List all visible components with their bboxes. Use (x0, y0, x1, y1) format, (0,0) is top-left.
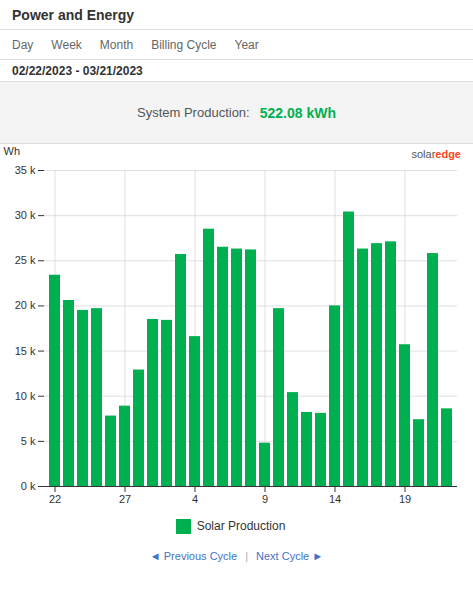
svg-text:22: 22 (49, 493, 61, 505)
html-text:Billing Cycle: Billing Cycle (151, 37, 217, 52)
svg-text:19: 19 (399, 493, 411, 505)
svg-text:0 k: 0 k (21, 480, 36, 492)
svg-text:35 k: 35 k (15, 164, 36, 176)
svg-text:30 k: 30 k (15, 209, 36, 221)
svg-text:Wh: Wh (4, 145, 21, 157)
svg-text:9: 9 (262, 493, 268, 505)
svg-text:14: 14 (329, 493, 341, 505)
html-text:◄ Previous Cycle: ◄ Previous Cycle (149, 550, 238, 562)
svg-text:4: 4 (192, 493, 198, 505)
html-text:System Production:: System Production: (137, 105, 250, 120)
html-text:solar edge: solar edge (411, 148, 461, 160)
svg-text:27: 27 (119, 493, 131, 505)
html-text:Power and Energy: Power and Energy (12, 6, 135, 23)
html-text:02/22/2023 - 03/21/2023: 02/22/2023 - 03/21/2023 (12, 63, 143, 78)
html-text:Week: Week (51, 37, 82, 52)
html-text:Month: Month (99, 37, 134, 52)
html-text:Year: Year (234, 37, 259, 52)
svg-text:25 k: 25 k (15, 254, 36, 266)
svg-text:10 k: 10 k (15, 390, 36, 402)
svg-text:15 k: 15 k (15, 345, 36, 357)
html-text:Next Cycle ►: Next Cycle ► (256, 550, 324, 562)
svg-text:20 k: 20 k (15, 299, 36, 311)
html-text:Solar Production: Solar Production (196, 519, 286, 533)
html-text:Day: Day (12, 37, 34, 52)
svg-text:5 k: 5 k (21, 435, 36, 447)
html-text:522.08 kWh: 522.08 kWh (259, 104, 336, 121)
